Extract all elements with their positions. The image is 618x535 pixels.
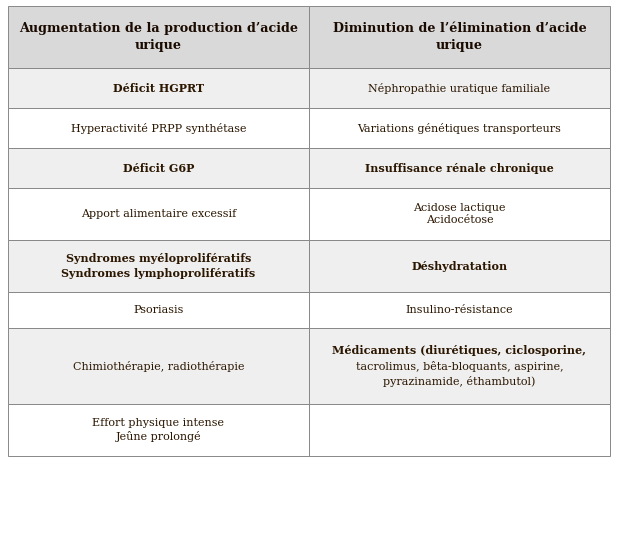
Text: Chimiothérapie, radiothérapie: Chimiothérapie, radiothérapie <box>73 361 244 371</box>
Bar <box>8 292 309 328</box>
Text: Hyperactivité PRPP synthétase: Hyperactivité PRPP synthétase <box>70 123 246 134</box>
Text: Acidose lactique
Acidocétose: Acidose lactique Acidocétose <box>413 203 506 225</box>
Bar <box>8 328 309 404</box>
Text: Effort physique intense
Jeûne prolongé: Effort physique intense Jeûne prolongé <box>93 418 224 442</box>
Text: Déshydratation: Déshydratation <box>412 261 507 271</box>
Bar <box>8 148 309 188</box>
Bar <box>8 6 309 68</box>
Bar <box>309 240 610 292</box>
Text: Variations génétiques transporteurs: Variations génétiques transporteurs <box>358 123 561 134</box>
Text: Syndromes myéloprolifératifs
Syndromes lymphoprolifératifs: Syndromes myéloprolifératifs Syndromes l… <box>61 254 256 279</box>
Bar <box>8 404 309 456</box>
Bar <box>8 68 309 108</box>
Text: Insulino-résistance: Insulino-résistance <box>405 305 514 315</box>
Text: Apport alimentaire excessif: Apport alimentaire excessif <box>81 209 236 219</box>
Text: Déficit HGPRT: Déficit HGPRT <box>113 82 204 94</box>
Bar <box>309 68 610 108</box>
Bar <box>309 328 610 404</box>
Text: Médicaments (diurétiques, ciclosporine,: Médicaments (diurétiques, ciclosporine, <box>332 345 586 356</box>
Bar <box>8 108 309 148</box>
Bar <box>8 240 309 292</box>
Text: Psoriasis: Psoriasis <box>133 305 184 315</box>
Text: Néphropathie uratique familiale: Néphropathie uratique familiale <box>368 82 551 94</box>
Text: Augmentation de la production d’acide
urique: Augmentation de la production d’acide ur… <box>19 22 298 52</box>
Bar <box>309 6 610 68</box>
Text: Diminution de l’élimination d’acide
urique: Diminution de l’élimination d’acide uriq… <box>332 22 586 52</box>
Bar <box>309 108 610 148</box>
Bar <box>8 188 309 240</box>
Text: pyrazinamide, éthambutol): pyrazinamide, éthambutol) <box>383 376 536 387</box>
Bar <box>309 404 610 456</box>
Bar <box>309 188 610 240</box>
Bar <box>309 292 610 328</box>
Bar <box>309 148 610 188</box>
Text: tacrolimus, bêta-bloquants, aspirine,: tacrolimus, bêta-bloquants, aspirine, <box>356 361 564 371</box>
Text: Insuffisance rénale chronique: Insuffisance rénale chronique <box>365 163 554 173</box>
Text: Déficit G6P: Déficit G6P <box>123 163 194 173</box>
